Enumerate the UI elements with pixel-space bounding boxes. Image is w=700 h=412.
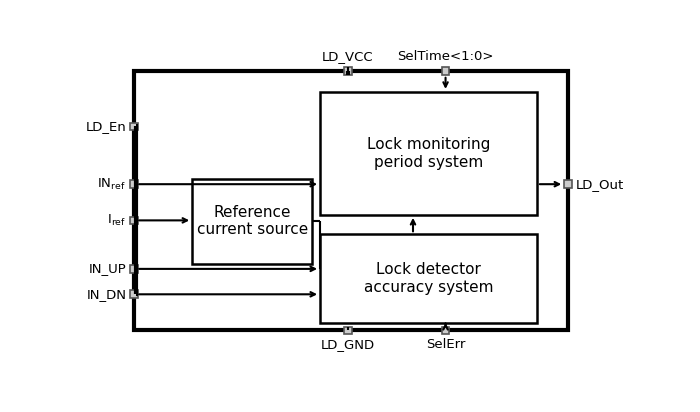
Bar [564, 180, 572, 188]
Bar [344, 327, 352, 335]
Bar [320, 234, 537, 323]
Bar [442, 67, 449, 75]
Text: $\mathrm{I_{ref}}$: $\mathrm{I_{ref}}$ [107, 213, 126, 228]
Bar [344, 67, 352, 75]
Bar [130, 265, 138, 273]
Bar [130, 123, 138, 130]
Text: Reference
current source: Reference current source [197, 205, 308, 237]
Text: LD_En: LD_En [85, 120, 126, 133]
Bar [442, 327, 449, 335]
Bar [130, 180, 138, 188]
Text: LD_GND: LD_GND [321, 338, 375, 351]
Bar [192, 179, 312, 264]
Text: LD_Out: LD_Out [575, 178, 624, 191]
Bar [130, 217, 138, 224]
Text: Lock detector
accuracy system: Lock detector accuracy system [364, 262, 494, 295]
Bar [134, 71, 568, 330]
Text: Lock monitoring
period system: Lock monitoring period system [367, 137, 490, 170]
Bar [130, 290, 138, 298]
Text: IN_UP: IN_UP [88, 262, 126, 275]
Text: LD_VCC: LD_VCC [322, 50, 374, 63]
Text: SelTime<1:0>: SelTime<1:0> [398, 50, 494, 63]
Text: SelErr: SelErr [426, 338, 466, 351]
Text: $\mathrm{IN_{ref}}$: $\mathrm{IN_{ref}}$ [97, 177, 126, 192]
Text: IN_DN: IN_DN [86, 288, 126, 301]
Bar [320, 92, 537, 215]
